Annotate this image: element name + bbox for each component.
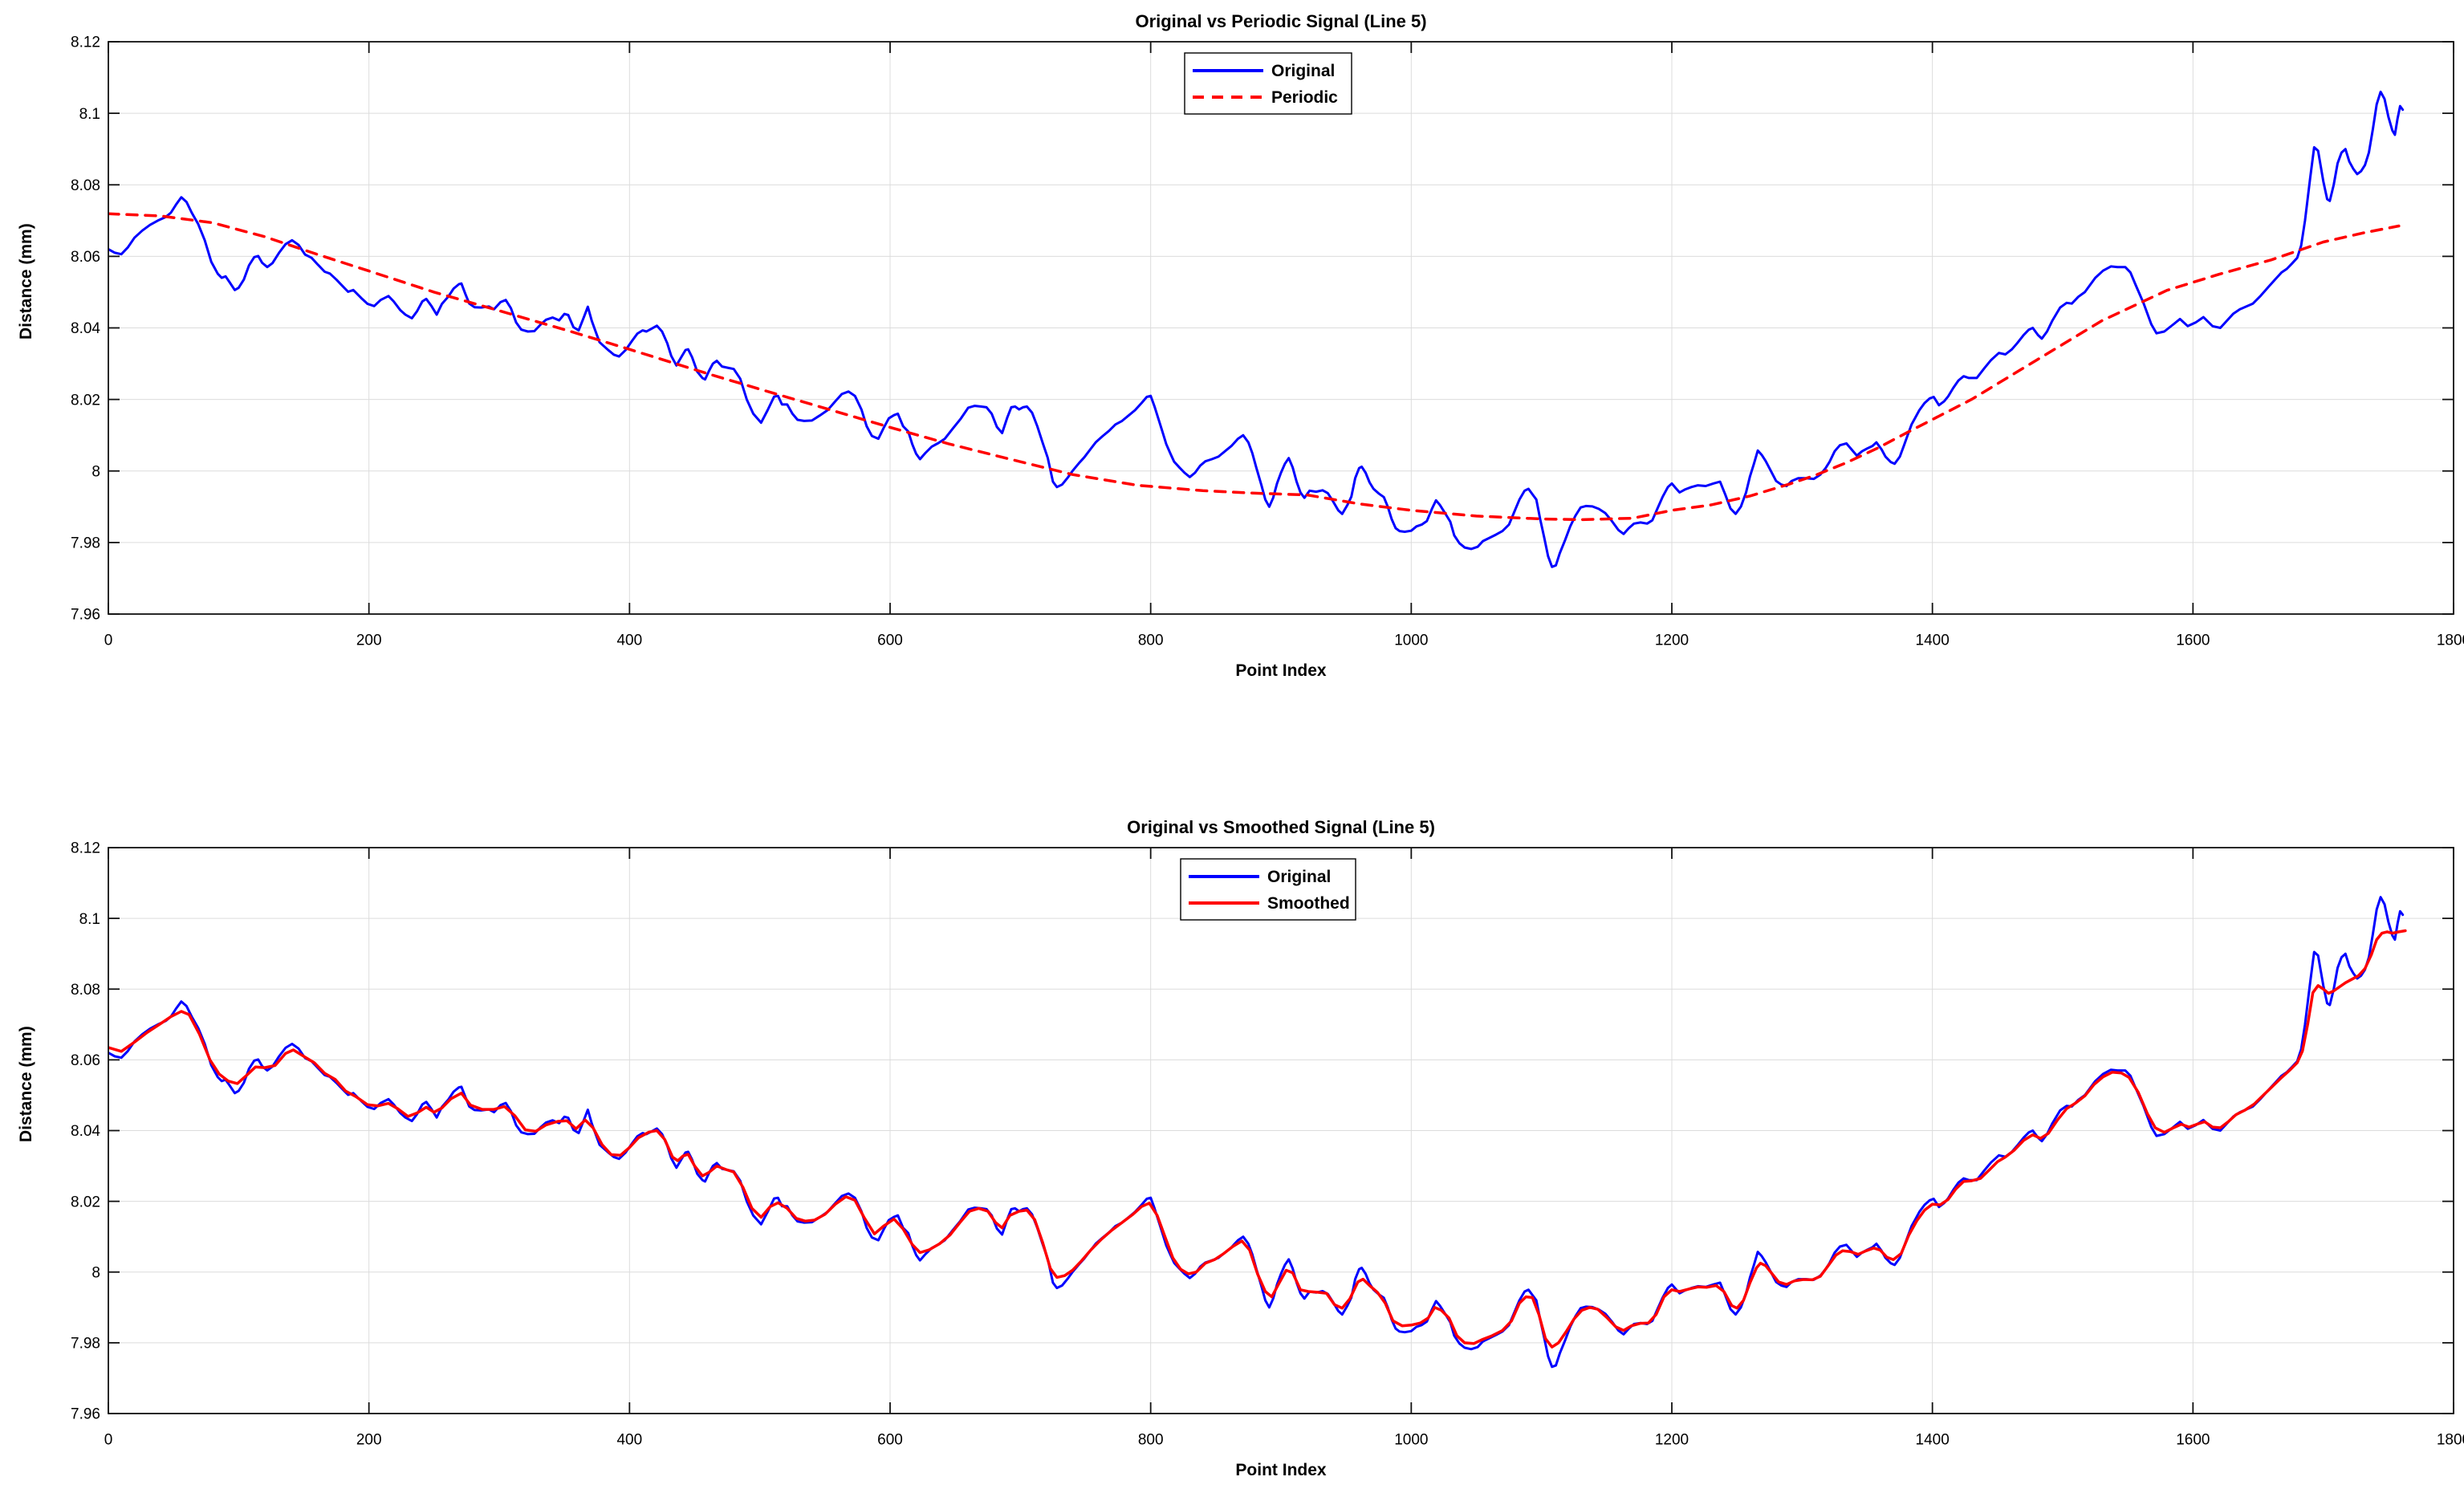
series-line-smoothed xyxy=(108,929,2407,1349)
series-group xyxy=(108,896,2407,1369)
svg-text:1800: 1800 xyxy=(2437,633,2464,649)
svg-text:1000: 1000 xyxy=(1394,1432,1428,1449)
plot-area-periodic: 0200400600800100012001400160018007.967.9… xyxy=(71,35,2464,649)
series-group xyxy=(108,90,2405,568)
plot1-xaxis-label: Point Index xyxy=(1235,661,1327,680)
svg-text:8.12: 8.12 xyxy=(71,840,100,857)
svg-text:8.08: 8.08 xyxy=(71,177,100,194)
svg-text:8.06: 8.06 xyxy=(71,1052,100,1069)
svg-text:0: 0 xyxy=(104,1432,113,1449)
legend-label-periodic: Periodic xyxy=(1271,88,1338,107)
svg-text:8.1: 8.1 xyxy=(79,106,100,123)
plot2-yaxis-label: Distance (mm) xyxy=(17,1026,35,1142)
legend-label-original: Original xyxy=(1271,62,1335,80)
series-line-periodic xyxy=(108,212,2401,522)
svg-text:8.1: 8.1 xyxy=(79,911,100,928)
svg-text:1400: 1400 xyxy=(1916,1432,1950,1449)
svg-text:1800: 1800 xyxy=(2437,1432,2464,1449)
svg-text:1200: 1200 xyxy=(1655,1432,1689,1449)
y-tick-labels: 7.96 7.98 8 8.02 8.04 8.06 8.08 8.1 8.12 xyxy=(71,35,100,624)
plot1-yaxis-label: Distance (mm) xyxy=(17,223,35,340)
svg-text:0: 0 xyxy=(104,633,113,649)
svg-text:8: 8 xyxy=(91,1264,100,1281)
svg-text:1600: 1600 xyxy=(2176,633,2210,649)
plot2-xaxis-label: Point Index xyxy=(1235,1461,1327,1479)
svg-text:600: 600 xyxy=(877,633,903,649)
svg-text:8: 8 xyxy=(91,463,100,480)
y-tick-labels: 7.96 7.98 8 8.02 8.04 8.06 8.08 8.1 8.12 xyxy=(71,840,100,1423)
plot1-title: Original vs Periodic Signal (Line 5) xyxy=(1135,11,1427,31)
legend-box: Original Periodic xyxy=(1184,52,1352,115)
svg-text:8.06: 8.06 xyxy=(71,249,100,266)
svg-text:800: 800 xyxy=(1138,633,1164,649)
svg-text:200: 200 xyxy=(356,633,382,649)
svg-text:8.02: 8.02 xyxy=(71,1194,100,1210)
svg-text:8.08: 8.08 xyxy=(71,982,100,999)
axis-box xyxy=(108,847,2454,1414)
legend-box: Original Smoothed xyxy=(1180,858,1356,921)
svg-text:8.12: 8.12 xyxy=(71,35,100,51)
svg-text:800: 800 xyxy=(1138,1432,1164,1449)
legend-label-smoothed: Smoothed xyxy=(1267,894,1350,913)
plot2-title: Original vs Smoothed Signal (Line 5) xyxy=(1127,817,1435,837)
svg-text:200: 200 xyxy=(356,1432,382,1449)
svg-text:600: 600 xyxy=(877,1432,903,1449)
axis-box xyxy=(108,41,2454,615)
svg-text:7.96: 7.96 xyxy=(71,607,100,624)
legend-label-original: Original xyxy=(1267,868,1331,886)
svg-text:1400: 1400 xyxy=(1916,633,1950,649)
svg-text:7.98: 7.98 xyxy=(71,1336,100,1353)
series-line-original xyxy=(108,90,2405,568)
svg-text:1000: 1000 xyxy=(1394,633,1428,649)
svg-text:8.04: 8.04 xyxy=(71,1123,100,1140)
svg-text:8.02: 8.02 xyxy=(71,392,100,409)
x-tick-labels: 0 200 400 600 800 1000 1200 1400 1600 1800 xyxy=(104,633,2464,649)
svg-text:8.04: 8.04 xyxy=(71,320,100,337)
plot-area-smoothed: 0200400600800100012001400160018007.967.9… xyxy=(71,840,2464,1449)
svg-text:1200: 1200 xyxy=(1655,633,1689,649)
x-tick-labels: 0 200 400 600 800 1000 1200 1400 1600 1800 xyxy=(104,1432,2464,1449)
svg-text:7.96: 7.96 xyxy=(71,1406,100,1423)
svg-text:7.98: 7.98 xyxy=(71,535,100,552)
svg-text:1600: 1600 xyxy=(2176,1432,2210,1449)
svg-text:400: 400 xyxy=(616,633,642,649)
svg-text:400: 400 xyxy=(616,1432,642,1449)
